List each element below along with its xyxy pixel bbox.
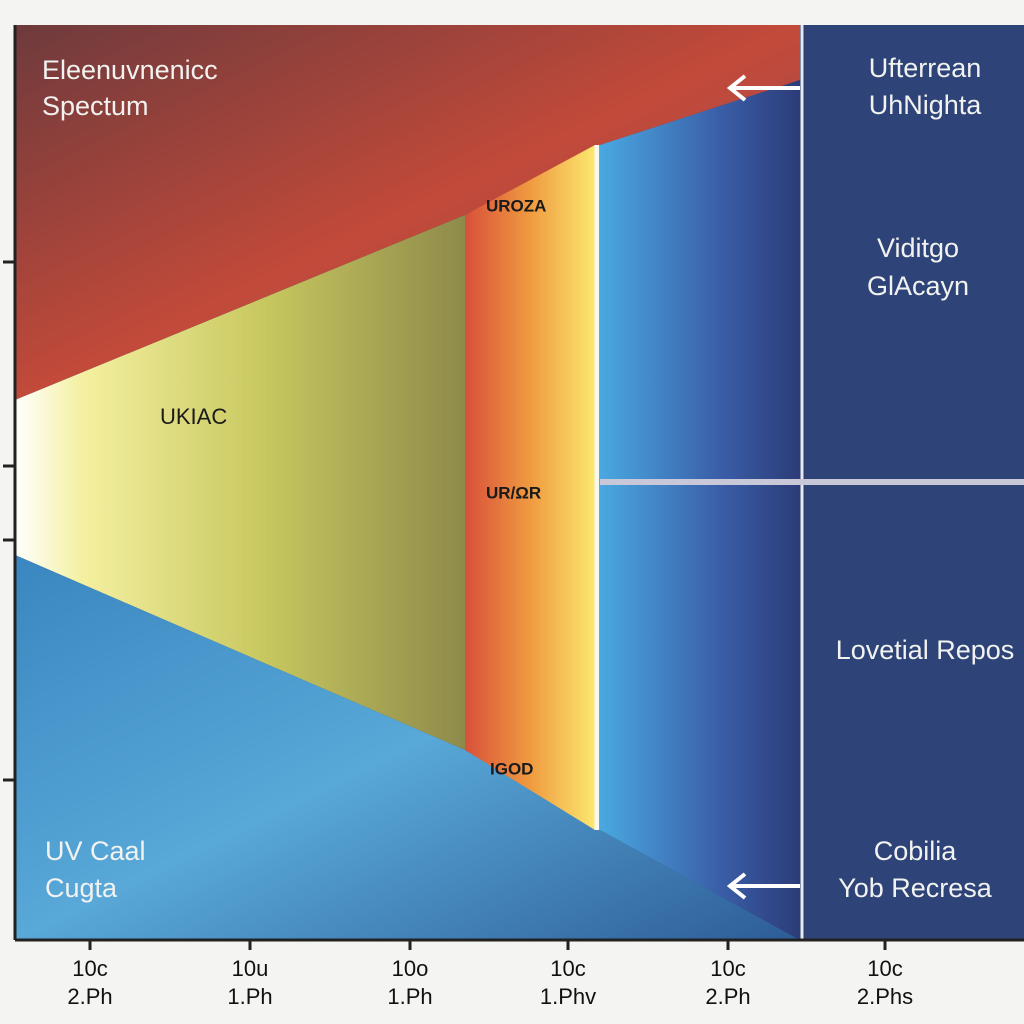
panel-label: Cobilia — [874, 836, 958, 866]
x-axis-label: 10c — [710, 956, 745, 981]
panel-label: UhNighta — [869, 90, 983, 120]
x-axis-label: 1.Ph — [227, 984, 272, 1009]
color-band — [465, 145, 595, 830]
bottom-region — [15, 555, 800, 940]
x-axis-label: 1.Phv — [540, 984, 596, 1009]
arrows — [726, 74, 800, 900]
band-label: IGOD — [490, 759, 533, 778]
x-axis-label: 10c — [72, 956, 107, 981]
band-label: UR/ΩR — [486, 483, 541, 502]
x-axis-label: 10c — [867, 956, 902, 981]
panel-label: Viditgo — [877, 233, 959, 263]
x-axis-label: 2.Phs — [857, 984, 913, 1009]
middle-region — [15, 215, 465, 750]
panel-label: Lovetial Repos — [836, 635, 1015, 665]
band-label: UKIAC — [160, 404, 227, 429]
x-axis-label: 2.Ph — [705, 984, 750, 1009]
x-axis-label: 10o — [392, 956, 429, 981]
panel-label: Ufterrean — [869, 53, 982, 83]
x-axis-label: 10u — [232, 956, 269, 981]
title: Eleenuvnenicc — [42, 55, 218, 85]
blue-region — [600, 80, 800, 940]
axes — [3, 25, 1024, 950]
band-label: UROZA — [486, 196, 546, 215]
title: Spectum — [42, 91, 149, 121]
x-axis-label: 1.Ph — [387, 984, 432, 1009]
x-axis-label: 10c — [550, 956, 585, 981]
corner-label: UV Caal — [45, 836, 146, 866]
panel-label: GlAcayn — [867, 271, 969, 301]
corner-label: Cugta — [45, 873, 118, 903]
panel-label: Yob Recresa — [838, 873, 993, 903]
top-region — [15, 25, 800, 400]
x-axis-label: 2.Ph — [67, 984, 112, 1009]
x-axis-labels: 10c 2.Ph 10u 1.Ph 10o 1.Ph 10c 1.Phv 10c 2.Ph 10c 2… — [67, 956, 913, 1009]
